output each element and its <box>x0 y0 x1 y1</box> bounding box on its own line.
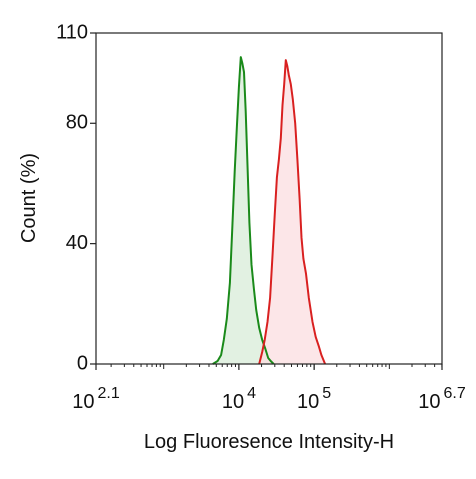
y-axis-title: Count (%) <box>18 153 40 243</box>
y-tick-label: 40 <box>66 232 88 254</box>
series-2-line <box>258 59 327 365</box>
x-axis-title: Log Fluoresence Intensity-H <box>144 431 394 453</box>
series-1-line <box>212 56 275 365</box>
x-tick-label: 10 6.7 <box>418 385 466 413</box>
series-2-area <box>259 60 326 364</box>
x-tick-label: 10 4 <box>222 385 256 413</box>
x-tick-label: 10 5 <box>297 385 331 413</box>
y-tick-label: 110 <box>56 21 88 43</box>
plot-frame <box>95 32 443 365</box>
series-1-area <box>212 57 274 364</box>
y-tick-label: 80 <box>66 112 88 134</box>
x-tick-label: 10 2.1 <box>72 385 120 413</box>
y-tick-label: 0 <box>77 352 88 374</box>
